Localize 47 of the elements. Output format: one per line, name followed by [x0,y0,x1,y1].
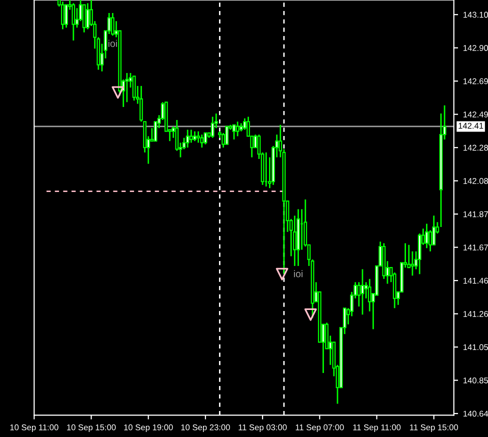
x-tick-label: 11 Sep 11:00 [353,424,401,432]
candlestick [186,129,190,148]
y-tick-label: 141.87 [464,211,488,218]
candlestick [82,4,86,34]
x-tick-label: 10 Sep 23:00 [181,424,230,432]
candlestick [64,4,68,28]
candlestick [204,132,208,146]
candlestick [72,2,76,42]
y-tick-label: 142.28 [464,144,488,151]
y-tick-label: 143.10 [464,12,488,18]
y-tick-label: 140.85 [464,377,488,384]
candlestick [86,2,90,30]
candlestick [132,76,136,102]
x-tick-label: 10 Sep 15:00 [67,424,116,432]
candlestick [210,116,214,139]
candlestick [236,120,240,137]
x-tick-label: 11 Sep 07:00 [296,424,344,432]
y-tick-label: 141.46 [464,278,488,284]
candlestick [61,0,64,30]
candlestick [368,278,372,312]
candlestick [200,134,204,148]
x-tick-label: 11 Sep 03:00 [238,424,287,432]
ref-line-label: 142.41 [458,122,484,129]
y-tick-label: 141.05 [464,344,488,350]
y-tick-label: 141.26 [464,310,488,317]
y-tick-label: 142.49 [464,112,488,118]
y-tick-label: 141.67 [464,244,488,250]
x-tick-label: 10 Sep 11:00 [10,424,58,432]
x-tick-label: 11 Sep 15:00 [410,424,458,432]
candlestick [232,124,236,140]
candlestick [193,130,196,142]
candlestick [425,223,428,249]
candlestick [292,214,296,267]
candlestick [360,268,364,316]
candlestick [225,126,229,145]
candlestick [196,130,200,144]
y-tick-label: 140.64 [464,410,488,417]
annotation: ioi [108,40,117,47]
candlestick [189,129,193,144]
candlestick [125,72,129,103]
annotation: ioi [294,270,302,278]
candlestick [410,250,414,276]
x-tick-label: 10 Sep 19:00 [124,424,173,432]
y-tick-label: 142.69 [464,78,488,84]
y-tick-label: 142.08 [464,178,488,184]
candlestick [110,12,114,36]
y-tick-label: 142.90 [464,45,488,51]
